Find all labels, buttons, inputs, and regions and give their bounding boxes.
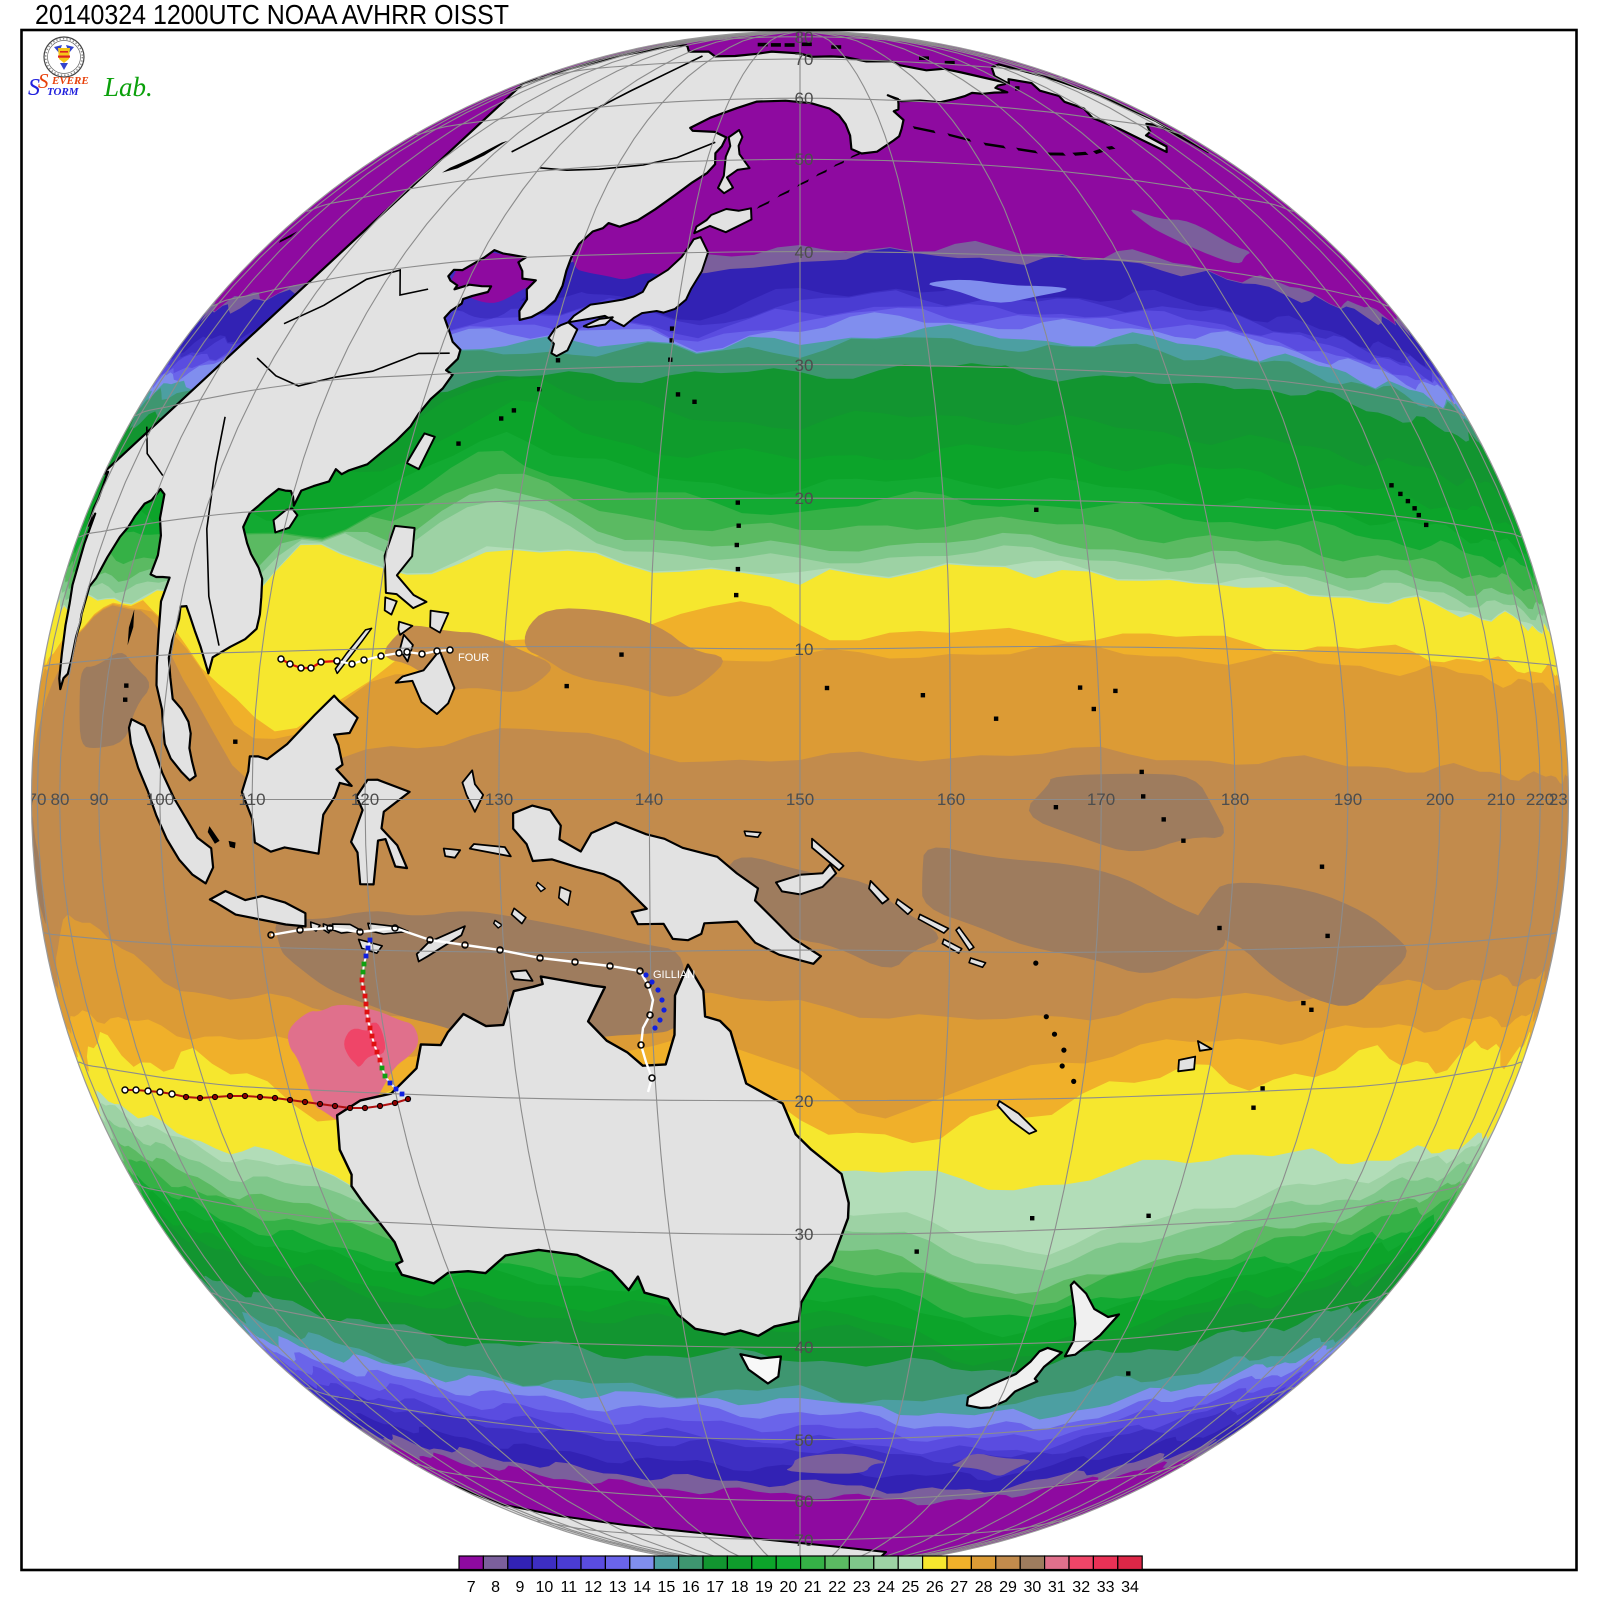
svg-text:12: 12 [584,1579,602,1596]
svg-text:190: 190 [1334,790,1362,809]
svg-text:70: 70 [28,790,47,809]
svg-text:160: 160 [937,790,965,809]
svg-text:22: 22 [828,1579,846,1596]
svg-text:150: 150 [786,790,814,809]
svg-text:TORM: TORM [47,86,80,98]
svg-text:15: 15 [658,1579,676,1596]
svg-text:9: 9 [516,1579,525,1596]
svg-text:60: 60 [795,1492,814,1511]
svg-text:70: 70 [795,50,814,69]
svg-text:50: 50 [795,150,814,169]
svg-text:13: 13 [609,1579,627,1596]
svg-text:110: 110 [238,790,265,809]
svg-text:23: 23 [853,1579,871,1596]
svg-text:40: 40 [795,1338,814,1357]
svg-text:60: 60 [795,89,814,108]
svg-text:19: 19 [755,1579,773,1596]
svg-text:220: 220 [1526,790,1554,809]
svg-text:29: 29 [999,1579,1017,1596]
svg-text:200: 200 [1426,790,1454,809]
svg-text:180: 180 [1221,790,1249,809]
svg-text:8: 8 [491,1579,500,1596]
svg-text:FOUR: FOUR [458,652,489,664]
svg-text:120: 120 [351,790,379,809]
svg-text:33: 33 [1097,1579,1115,1596]
svg-text:7: 7 [467,1579,476,1596]
svg-text:18: 18 [731,1579,749,1596]
svg-text:14: 14 [633,1579,651,1596]
svg-text:130: 130 [485,790,513,809]
svg-text:50: 50 [795,1431,814,1450]
svg-text:26: 26 [926,1579,944,1596]
svg-text:20: 20 [795,1092,814,1111]
svg-text:30: 30 [795,1225,814,1244]
svg-text:10: 10 [536,1579,554,1596]
svg-text:S: S [38,69,49,93]
svg-text:10: 10 [795,640,814,659]
svg-text:21: 21 [804,1579,822,1596]
svg-text:32: 32 [1072,1579,1090,1596]
svg-text:EVERE: EVERE [51,75,89,87]
svg-text:34: 34 [1121,1579,1139,1596]
svg-text:210: 210 [1487,790,1515,809]
svg-text:Lab.: Lab. [103,72,153,102]
svg-text:20140324 1200UTC NOAA AVHRR OI: 20140324 1200UTC NOAA AVHRR OISST [35,0,509,30]
svg-text:90: 90 [90,790,109,809]
svg-text:27: 27 [950,1579,968,1596]
svg-text:28: 28 [975,1579,993,1596]
svg-text:20: 20 [795,489,814,508]
svg-text:80: 80 [51,790,70,809]
svg-text:140: 140 [635,790,663,809]
svg-text:80: 80 [795,28,814,47]
svg-text:230: 230 [1549,790,1577,809]
svg-text:170: 170 [1087,790,1115,809]
svg-text:25: 25 [902,1579,920,1596]
svg-text:11: 11 [560,1579,577,1596]
svg-text:31: 31 [1048,1579,1066,1596]
svg-text:30: 30 [795,356,814,375]
svg-text:GILLIAN: GILLIAN [653,969,695,981]
svg-text:24: 24 [877,1579,895,1596]
svg-text:40: 40 [795,243,814,262]
svg-text:70: 70 [795,1531,814,1550]
svg-text:17: 17 [706,1579,724,1596]
svg-text:20: 20 [780,1579,798,1596]
svg-text:30: 30 [1024,1579,1042,1596]
svg-text:16: 16 [682,1579,700,1596]
svg-text:100: 100 [146,790,174,809]
svg-text:S: S [28,75,40,101]
